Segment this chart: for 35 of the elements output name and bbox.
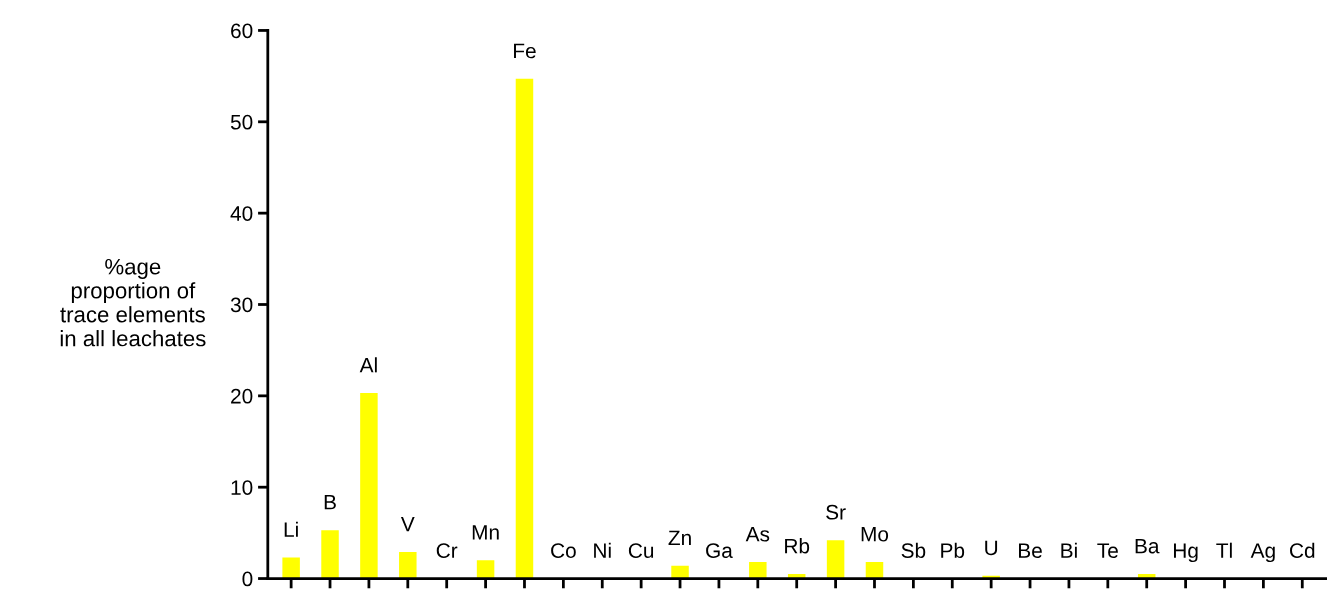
x-tick-label: Ba <box>1135 538 1160 554</box>
x-tick-label: B <box>324 495 336 510</box>
x-tick-label: Cu <box>628 543 654 558</box>
x-tick-label: Ag <box>1250 543 1275 563</box>
x-tick-label: Rb <box>785 538 810 554</box>
x-tick-label: Mn <box>472 525 499 540</box>
x-tick-label: V <box>400 516 415 532</box>
x-tick-label: Li <box>284 521 298 537</box>
y-tick-label: 0 <box>242 571 253 587</box>
x-tick-label: U <box>985 540 998 556</box>
x-tick-label: As <box>745 527 770 542</box>
x-tick-label: Bi <box>1061 542 1077 558</box>
x-tick-label: Be <box>1019 543 1042 558</box>
x-tick-label: Te <box>1097 543 1118 558</box>
y-tick-label: 20 <box>231 388 253 404</box>
x-tick-label: Zn <box>668 530 691 545</box>
x-tick-label: Hg <box>1174 543 1198 563</box>
y-tick-label: 50 <box>230 114 253 130</box>
y-tick-label: 60 <box>231 23 253 39</box>
x-tick-label: Sb <box>901 542 926 558</box>
y-tick-label: 30 <box>230 297 253 313</box>
x-tick-label: Pb <box>941 542 965 558</box>
x-tick-label: Ni <box>594 542 611 558</box>
x-tick-label: Al <box>359 357 377 373</box>
x-tick-label: Cr <box>436 543 458 558</box>
x-tick-label: Cd <box>1290 542 1315 558</box>
y-tick-label: 40 <box>230 206 253 221</box>
x-tick-label: Tl <box>1216 542 1232 558</box>
x-tick-label: Fe <box>514 43 536 59</box>
y-tick-label: 10 <box>231 480 253 495</box>
x-tick-label: Ga <box>706 543 733 558</box>
x-tick-label: Co <box>551 543 576 558</box>
y-axis-title: %age proportion of trace elements in all leachates <box>60 258 206 347</box>
x-tick-label: Sr <box>826 504 846 520</box>
x-tick-label: Mo <box>861 527 889 542</box>
